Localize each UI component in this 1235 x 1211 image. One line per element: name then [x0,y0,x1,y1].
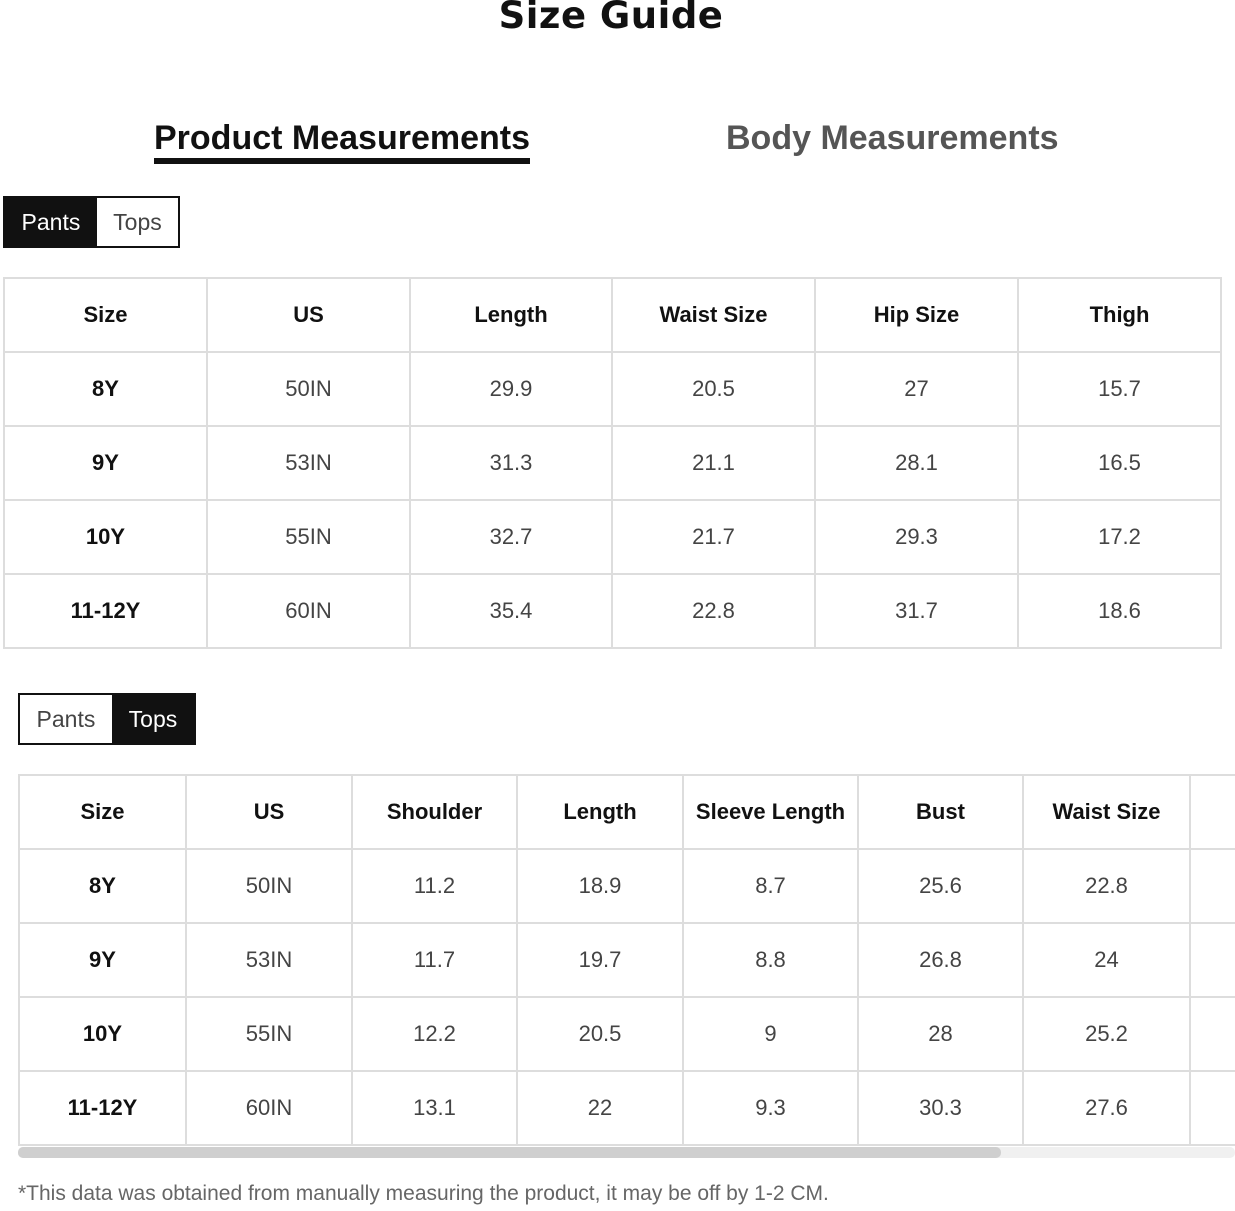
pants-size-table: Size US Length Waist Size Hip Size Thigh 8Y 50I… [3,277,1222,649]
tops-table-scroll-area: Size US Shoulder Length Sleeve Length Bust Wai… [18,774,1235,1149]
table-cell: 17.2 [1017,499,1222,575]
table-cell: 30.3 [857,1070,1024,1146]
table-row: 9Y 53IN 11.7 19.7 8.8 26.8 24 [18,922,1235,998]
header-row: Size US Shoulder Length Sleeve Length Bust Wai… [18,774,1235,850]
table-cell: 55IN [185,996,353,1072]
footnote: *This data was obtained from manually me… [18,1182,829,1205]
size-cell: 11-12Y [18,1070,187,1146]
table-cell: 27 [814,351,1019,427]
table-cell: 21.1 [611,425,816,501]
table-cell: 32.7 [409,499,613,575]
size-cell: 10Y [18,996,187,1072]
header-row: Size US Length Waist Size Hip Size Thigh [3,277,1222,353]
table-cell: 60IN [206,573,411,649]
pants-tops-toggle: Pants Tops [3,196,180,248]
table-cell: 31.3 [409,425,613,501]
tops-size-table: Size US Shoulder Length Sleeve Length Bust Wai… [18,774,1235,1146]
pants-toggle-button[interactable]: Pants [5,198,97,246]
table-row: 10Y 55IN 12.2 20.5 9 28 25.2 [18,996,1235,1072]
table-cell: 25.2 [1022,996,1191,1072]
column-header: US [185,774,353,850]
size-cell: 9Y [18,922,187,998]
size-cell: 9Y [3,425,208,501]
size-cell: 8Y [18,848,187,924]
table-cell: 28.1 [814,425,1019,501]
scrollbar-thumb[interactable] [18,1147,1001,1158]
table-cell: 20.5 [611,351,816,427]
table-cell: 29.3 [814,499,1019,575]
size-cell: 11-12Y [3,573,208,649]
table-cell [1189,848,1235,924]
pants-tops-toggle: Pants Tops [18,693,196,745]
table-cell: 19.7 [516,922,684,998]
table-cell: 31.7 [814,573,1019,649]
table-cell [1189,996,1235,1072]
table-row: 9Y 53IN 31.3 21.1 28.1 16.5 [3,425,1222,501]
column-header: Sleeve Length [682,774,859,850]
column-header [1189,774,1235,850]
column-header: Length [409,277,613,353]
column-header: Waist Size [1022,774,1191,850]
column-header: Length [516,774,684,850]
pants-toggle-button[interactable]: Pants [20,695,112,743]
tops-toggle-button[interactable]: Tops [111,695,194,743]
table-cell: 50IN [206,351,411,427]
column-header: Waist Size [611,277,816,353]
table-cell: 22.8 [1022,848,1191,924]
table-row: 11-12Y 60IN 35.4 22.8 31.7 18.6 [3,573,1222,649]
table-cell: 18.9 [516,848,684,924]
table-cell: 60IN [185,1070,353,1146]
table-row: 8Y 50IN 11.2 18.9 8.7 25.6 22.8 [18,848,1235,924]
tab-product-measurements[interactable]: Product Measurements [154,118,530,164]
column-header: Size [3,277,208,353]
table-cell: 25.6 [857,848,1024,924]
table-cell: 21.7 [611,499,816,575]
table-cell: 29.9 [409,351,613,427]
column-header: Size [18,774,187,850]
table-cell: 55IN [206,499,411,575]
table-cell [1189,1070,1235,1146]
tab-body-measurements[interactable]: Body Measurements [726,119,1059,157]
table-row: 8Y 50IN 29.9 20.5 27 15.7 [3,351,1222,427]
table-cell: 35.4 [409,573,613,649]
table-cell: 12.2 [351,996,518,1072]
table-cell: 28 [857,996,1024,1072]
size-cell: 8Y [3,351,208,427]
table-cell: 9.3 [682,1070,859,1146]
table-cell: 8.8 [682,922,859,998]
tops-toggle-button[interactable]: Tops [96,198,178,246]
table-cell: 26.8 [857,922,1024,998]
table-cell: 8.7 [682,848,859,924]
column-header: Shoulder [351,774,518,850]
table-cell: 18.6 [1017,573,1222,649]
page-title: Size Guide [498,0,724,37]
column-header: US [206,277,411,353]
table-row: 11-12Y 60IN 13.1 22 9.3 30.3 27.6 [18,1070,1235,1146]
table-cell: 50IN [185,848,353,924]
table-cell: 24 [1022,922,1191,998]
table-cell: 27.6 [1022,1070,1191,1146]
size-cell: 10Y [3,499,208,575]
column-header: Bust [857,774,1024,850]
table-cell: 9 [682,996,859,1072]
table-cell [1189,922,1235,998]
column-header: Thigh [1017,277,1222,353]
table-cell: 53IN [185,922,353,998]
table-cell: 53IN [206,425,411,501]
table-cell: 16.5 [1017,425,1222,501]
table-cell: 11.7 [351,922,518,998]
table-cell: 22.8 [611,573,816,649]
table-cell: 15.7 [1017,351,1222,427]
table-cell: 13.1 [351,1070,518,1146]
table-cell: 20.5 [516,996,684,1072]
table-cell: 22 [516,1070,684,1146]
column-header: Hip Size [814,277,1019,353]
table-row: 10Y 55IN 32.7 21.7 29.3 17.2 [3,499,1222,575]
horizontal-scrollbar[interactable] [18,1147,1235,1158]
table-cell: 11.2 [351,848,518,924]
